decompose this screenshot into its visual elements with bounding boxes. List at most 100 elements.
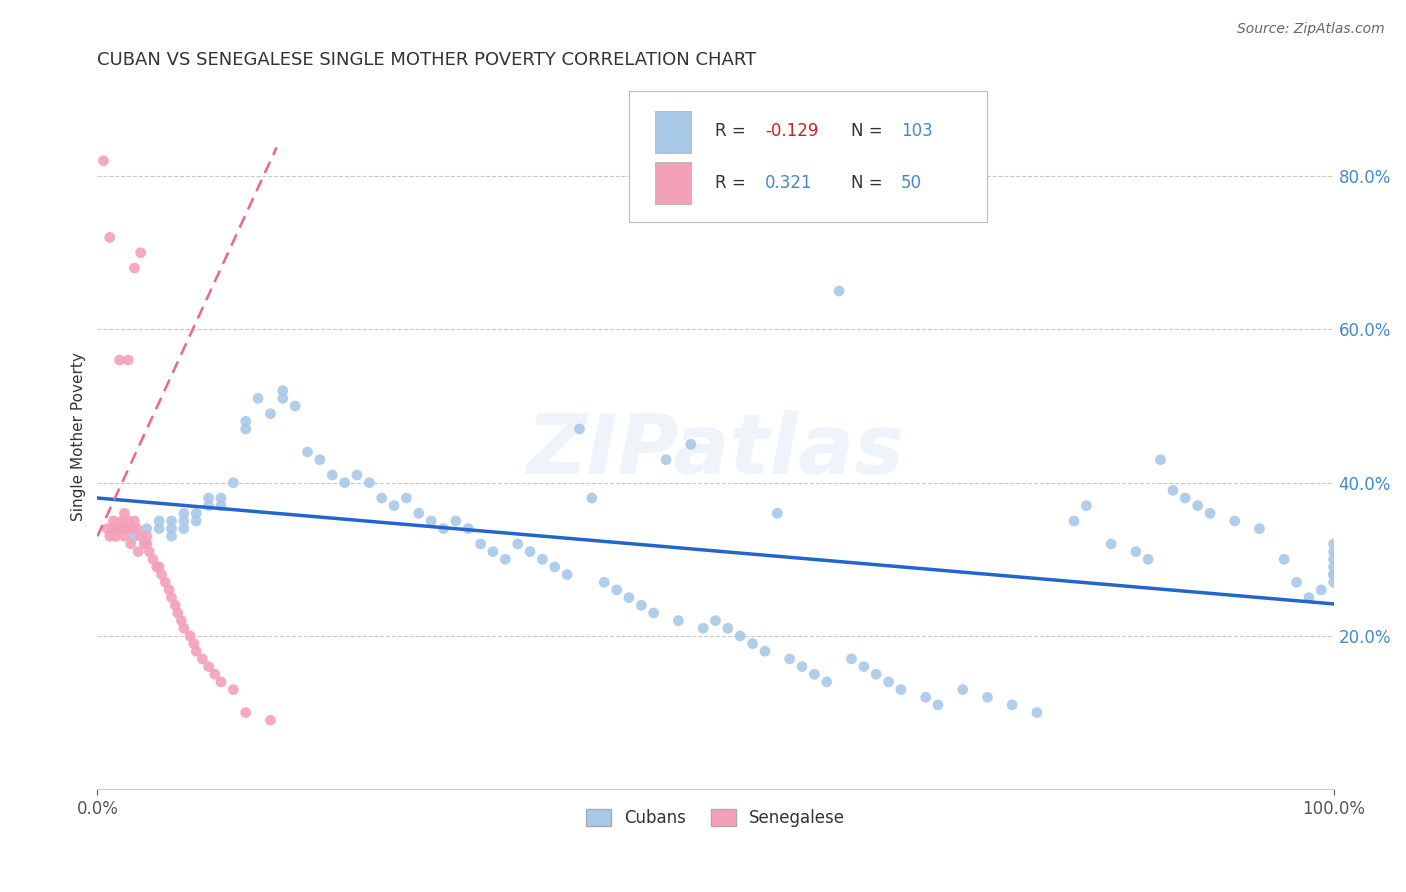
Text: CUBAN VS SENEGALESE SINGLE MOTHER POVERTY CORRELATION CHART: CUBAN VS SENEGALESE SINGLE MOTHER POVERT…	[97, 51, 756, 69]
FancyBboxPatch shape	[655, 162, 690, 204]
Point	[1125, 544, 1147, 558]
Point	[186, 644, 208, 658]
Point	[160, 591, 183, 605]
Point	[284, 399, 307, 413]
Point	[96, 522, 118, 536]
Point	[222, 475, 245, 490]
Point	[197, 491, 219, 505]
Point	[568, 422, 591, 436]
Point	[247, 392, 270, 406]
Point	[173, 522, 195, 536]
Point	[142, 552, 165, 566]
Point	[121, 522, 143, 536]
Point	[160, 522, 183, 536]
Text: R =: R =	[716, 122, 747, 140]
Text: 0.321: 0.321	[765, 174, 813, 192]
Point	[692, 621, 714, 635]
Point	[741, 637, 763, 651]
Point	[135, 537, 157, 551]
Point	[790, 659, 813, 673]
Point	[1323, 575, 1346, 590]
Point	[1323, 567, 1346, 582]
Point	[395, 491, 418, 505]
Point	[1063, 514, 1085, 528]
Point	[482, 544, 505, 558]
Point	[98, 230, 121, 244]
Point	[370, 491, 392, 505]
Point	[108, 522, 131, 536]
Point	[235, 706, 257, 720]
Point	[183, 637, 205, 651]
Point	[1076, 499, 1098, 513]
Point	[120, 537, 142, 551]
Point	[114, 506, 136, 520]
Point	[606, 582, 628, 597]
Point	[1310, 582, 1333, 597]
Point	[209, 491, 232, 505]
Point	[124, 261, 146, 276]
Point	[191, 652, 214, 666]
Point	[150, 567, 173, 582]
Point	[197, 659, 219, 673]
Point	[1149, 452, 1171, 467]
Point	[877, 674, 900, 689]
Point	[235, 414, 257, 428]
Text: N =: N =	[852, 174, 883, 192]
Point	[890, 682, 912, 697]
Point	[803, 667, 825, 681]
Point	[148, 522, 170, 536]
Text: 50: 50	[901, 174, 922, 192]
Point	[173, 621, 195, 635]
Point	[170, 614, 193, 628]
Point	[506, 537, 529, 551]
Point	[186, 514, 208, 528]
Point	[98, 529, 121, 543]
Point	[1199, 506, 1222, 520]
Point	[125, 522, 148, 536]
Point	[815, 674, 838, 689]
Point	[1272, 552, 1295, 566]
Point	[209, 499, 232, 513]
Point	[309, 452, 332, 467]
Point	[135, 522, 157, 536]
Text: N =: N =	[852, 122, 883, 140]
Point	[1323, 544, 1346, 558]
Point	[728, 629, 751, 643]
Point	[134, 537, 156, 551]
Point	[1099, 537, 1122, 551]
Y-axis label: Single Mother Poverty: Single Mother Poverty	[72, 352, 86, 521]
Point	[145, 560, 167, 574]
Point	[865, 667, 887, 681]
Point	[271, 384, 294, 398]
Point	[157, 582, 180, 597]
Point	[519, 544, 541, 558]
Point	[165, 599, 187, 613]
Point	[148, 514, 170, 528]
Point	[101, 522, 124, 536]
Point	[544, 560, 567, 574]
Point	[114, 529, 136, 543]
Text: ZIPatlas: ZIPatlas	[527, 410, 904, 491]
Point	[259, 713, 281, 727]
Point	[382, 499, 405, 513]
Point	[1137, 552, 1160, 566]
Point	[222, 682, 245, 697]
Point	[148, 560, 170, 574]
Point	[235, 422, 257, 436]
Text: -0.129: -0.129	[765, 122, 818, 140]
Point	[470, 537, 492, 551]
Point	[432, 522, 454, 536]
Point	[852, 659, 875, 673]
Point	[138, 544, 160, 558]
Point	[655, 452, 678, 467]
Point	[111, 522, 134, 536]
Point	[117, 353, 139, 368]
Point	[1323, 537, 1346, 551]
Point	[841, 652, 863, 666]
Point	[643, 606, 665, 620]
Point	[927, 698, 949, 712]
Text: Source: ZipAtlas.com: Source: ZipAtlas.com	[1237, 22, 1385, 37]
Point	[297, 445, 319, 459]
Point	[531, 552, 554, 566]
Point	[420, 514, 443, 528]
